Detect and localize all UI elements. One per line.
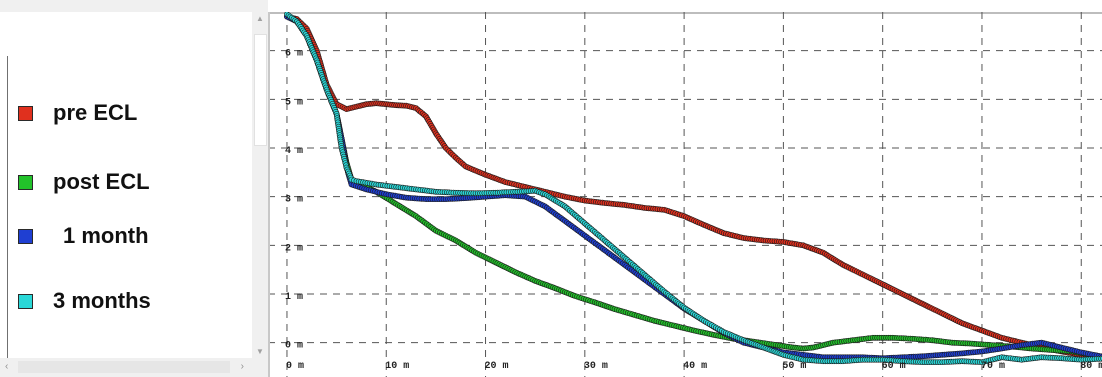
scroll-right-arrow-icon[interactable]: › bbox=[240, 361, 244, 372]
legend-label-pre-ecl: pre ECL bbox=[53, 100, 138, 125]
legend-item-post-ecl[interactable]: post ECL bbox=[18, 166, 150, 198]
legend-divider bbox=[7, 56, 8, 358]
x-tick-label-50: 50 m bbox=[782, 361, 806, 372]
legend-label-3-months: 3 months bbox=[53, 288, 151, 313]
x-tick-label-70: 70 m bbox=[981, 361, 1005, 372]
y-tick-label-3: 3 m bbox=[285, 195, 303, 206]
scroll-down-arrow-icon[interactable]: ▼ bbox=[256, 347, 264, 356]
x-tick-label-60: 60 m bbox=[882, 361, 906, 372]
legend-item-3-months[interactable]: 3 months bbox=[18, 285, 151, 317]
legend-swatch-1-month bbox=[18, 228, 33, 244]
chart-area[interactable]: 0 m 10 m 20 m 30 m 40 m 50 m 60 m 70 m 80 m 0 m 1 … bbox=[268, 12, 1102, 377]
y-tick-label-4: 4 m bbox=[285, 146, 303, 157]
scroll-left-arrow-icon[interactable]: ‹ bbox=[5, 361, 9, 372]
x-tick-label-40: 40 m bbox=[683, 361, 707, 372]
chart-top-border bbox=[268, 12, 1102, 14]
x-tick-label-0: 0 m bbox=[286, 361, 304, 372]
y-tick-label-1: 1 m bbox=[285, 292, 303, 303]
legend-list bbox=[0, 12, 252, 358]
x-tick-label-10: 10 m bbox=[385, 361, 409, 372]
y-tick-label-5: 5 m bbox=[285, 97, 303, 108]
x-tick-label-30: 30 m bbox=[584, 361, 608, 372]
scatter-plot[interactable]: 0 m 10 m 20 m 30 m 40 m 50 m 60 m 70 m 80 m 0 m 1 … bbox=[268, 12, 1102, 377]
legend-horizontal-scrollbar[interactable]: ‹ › bbox=[0, 358, 252, 377]
legend-item-1-month[interactable]: 1 month bbox=[18, 220, 149, 252]
legend-item-pre-ecl[interactable]: pre ECL bbox=[18, 97, 137, 129]
scroll-up-arrow-icon[interactable]: ▲ bbox=[256, 14, 264, 23]
splitter-handle[interactable] bbox=[268, 12, 270, 377]
legend-vertical-scroll-thumb[interactable] bbox=[254, 34, 267, 146]
legend-panel: ▲ ▼ ‹ › pre ECL post ECL 1 month 3 month… bbox=[0, 0, 268, 377]
grid-lines bbox=[268, 12, 1102, 377]
x-tick-label-80: 80 m bbox=[1080, 361, 1102, 372]
legend-vertical-scrollbar[interactable]: ▲ ▼ bbox=[252, 12, 268, 358]
series-3-months bbox=[284, 12, 1102, 365]
legend-label-post-ecl: post ECL bbox=[53, 169, 150, 194]
x-tick-label-20: 20 m bbox=[485, 361, 509, 372]
legend-swatch-pre-ecl bbox=[18, 105, 33, 121]
legend-horizontal-scroll-thumb[interactable] bbox=[18, 361, 230, 373]
legend-label-1-month: 1 month bbox=[63, 223, 149, 248]
y-tick-label-6: 6 m bbox=[285, 49, 303, 60]
y-tick-label-0: 0 m bbox=[285, 341, 303, 352]
y-tick-label-2: 2 m bbox=[285, 243, 303, 254]
legend-swatch-3-months bbox=[18, 293, 33, 309]
legend-swatch-post-ecl bbox=[18, 174, 33, 190]
